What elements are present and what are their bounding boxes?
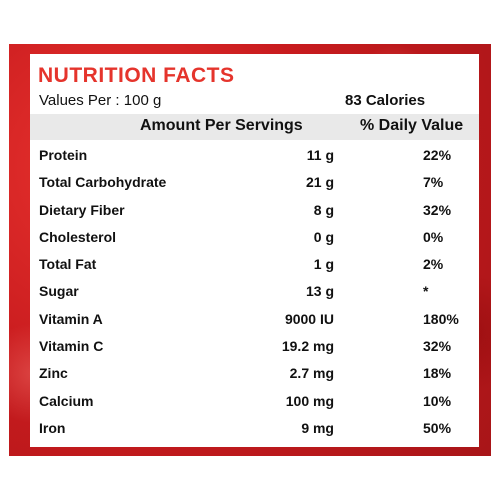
nutrition-title: NUTRITION FACTS [38, 64, 235, 87]
nutrient-name: Dietary Fiber [39, 201, 125, 218]
nutrient-name: Calcium [39, 392, 94, 409]
table-row: Sugar 13 g * [30, 276, 479, 303]
nutrient-daily-value: 10% [423, 392, 452, 409]
table-row: Calcium 100 mg 10% [30, 386, 479, 413]
nutrient-amount: 100 mg [285, 392, 334, 409]
nutrient-amount: 19.2 mg [281, 338, 334, 355]
nutrient-daily-value: 50% [423, 419, 452, 436]
table-row: Vitamin A 9000 IU 180% [30, 304, 479, 331]
nutrient-amount: 13 g [305, 283, 334, 300]
nutrient-name: Vitamin A [39, 310, 103, 327]
nutrition-panel: NUTRITION FACTS Values Per : 100 g 83 Ca… [30, 54, 479, 447]
nutrient-name: Protein [39, 147, 88, 163]
calories: 83 Calories [345, 92, 426, 109]
nutrient-daily-value: 32% [423, 201, 452, 218]
table-row: Vitamin C 19.2 mg 32% [30, 331, 479, 358]
nutrient-name: Cholesterol [39, 228, 117, 245]
nutrient-name: Total Fat [39, 256, 97, 273]
table-row: Zinc 2.7 mg 18% [30, 358, 479, 385]
nutrient-daily-value: 22% [423, 147, 452, 163]
nutrient-name: Sugar [39, 283, 79, 300]
nutrient-amount: 1 g [313, 256, 334, 273]
nutrient-daily-value: 7% [423, 174, 444, 191]
table-row: Total Carbohydrate 21 g 7% [30, 167, 479, 194]
table-row: Total Fat 1 g 2% [30, 249, 479, 276]
table-header: Amount Per Servings % Daily Value [30, 114, 479, 140]
label-frame: NUTRITION FACTS Values Per : 100 g 83 Ca… [9, 44, 491, 456]
nutrient-name: Iron [39, 419, 66, 436]
nutrient-amount: 9 mg [301, 419, 334, 436]
nutrient-daily-value: 2% [423, 256, 444, 273]
header-daily-value: % Daily Value [360, 117, 464, 134]
nutrient-daily-value: 0% [423, 228, 444, 245]
nutrient-amount: 2.7 mg [289, 365, 334, 382]
nutrient-name: Vitamin C [39, 338, 104, 355]
nutrient-amount: 21 g [305, 174, 334, 191]
table-row: Dietary Fiber 8 g 32% [30, 195, 479, 222]
header-amount: Amount Per Servings [140, 117, 303, 134]
nutrient-name: Zinc [39, 365, 68, 382]
table-row: Protein 11 g 22% [30, 140, 479, 167]
nutrient-daily-value: * [423, 283, 429, 300]
table-row: Iron 9 mg 50% [30, 413, 479, 440]
table-row: Cholesterol 0 g 0% [30, 222, 479, 249]
nutrient-amount: 8 g [313, 201, 334, 218]
nutrient-name: Total Carbohydrate [39, 174, 167, 191]
nutrient-daily-value: 180% [423, 310, 459, 327]
nutrient-amount: 9000 IU [284, 310, 334, 327]
nutrient-amount: 11 g [306, 147, 334, 163]
values-per-serving: Values Per : 100 g [39, 92, 162, 109]
nutrient-daily-value: 32% [423, 338, 452, 355]
nutrient-table: Protein 11 g 22% Total Carbohydrate 21 g… [30, 140, 479, 440]
nutrient-amount: 0 g [313, 228, 334, 245]
nutrient-daily-value: 18% [423, 365, 452, 382]
